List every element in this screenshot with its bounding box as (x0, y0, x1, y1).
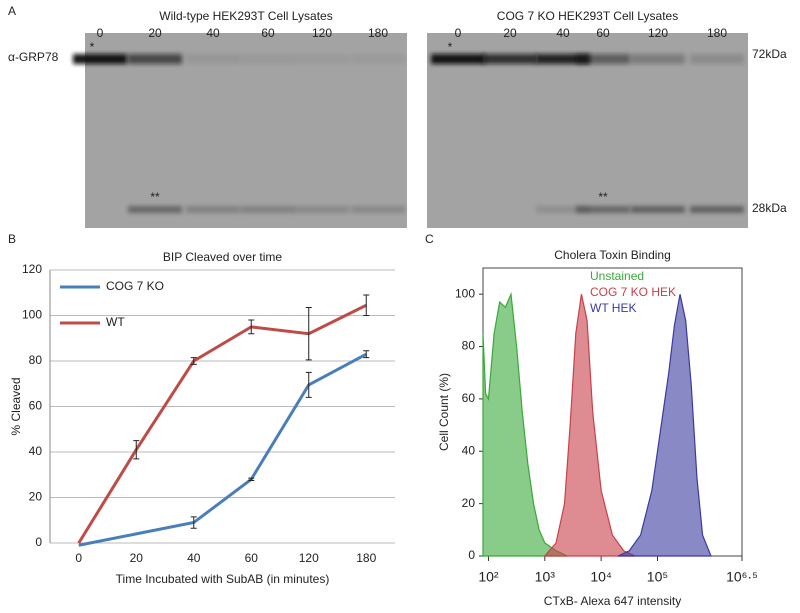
band (128, 206, 182, 213)
x-tick-label: 10² (478, 569, 499, 585)
lane-label: 180 (707, 26, 727, 40)
lane-label: 120 (648, 26, 668, 40)
band (631, 206, 685, 213)
lane-label: 60 (596, 26, 610, 40)
antibody-label: α-GRP78 (8, 50, 59, 64)
band (576, 206, 630, 213)
panel-label: B (8, 232, 16, 246)
x-tick-label: 60 (245, 551, 259, 565)
y-axis-label: Cell Count (%) (437, 373, 451, 451)
band (576, 54, 630, 64)
legend-label: COG 7 KO HEK (590, 285, 676, 299)
band (186, 54, 240, 64)
band (536, 54, 590, 64)
x-tick-label: 40 (187, 551, 201, 565)
y-tick-label: 100 (455, 286, 475, 300)
x-tick-label: 20 (130, 551, 144, 565)
legend-label: WT HEK (590, 301, 636, 315)
histogram-area (543, 294, 636, 557)
band-annotation: * (448, 40, 453, 54)
band (690, 206, 744, 213)
lane-label: 120 (312, 26, 332, 40)
y-tick-label: 60 (29, 399, 43, 413)
band-annotation: ** (598, 190, 608, 204)
blot-title: COG 7 KO HEK293T Cell Lysates (497, 9, 678, 23)
band (128, 54, 182, 64)
x-tick-label: 180 (356, 551, 376, 565)
band (431, 54, 485, 64)
y-tick-label: 20 (462, 496, 476, 510)
blot-image (85, 33, 407, 228)
y-tick-label: 60 (462, 391, 476, 405)
panel-label: C (425, 232, 434, 246)
band (295, 206, 349, 213)
y-tick-label: 80 (29, 353, 43, 367)
error-bar (133, 440, 140, 460)
y-tick-label: 40 (462, 443, 476, 457)
band (241, 54, 295, 64)
blot-title: Wild-type HEK293T Cell Lysates (159, 9, 332, 23)
lane-label: 40 (206, 26, 220, 40)
band (690, 54, 744, 64)
error-bar (363, 294, 370, 316)
chart-title: Cholera Toxin Binding (554, 248, 671, 262)
band (351, 206, 405, 213)
error-bar (305, 307, 312, 361)
legend-label: COG 7 KO (106, 279, 164, 293)
histogram-area (617, 294, 712, 557)
x-tick-label: 10⁵ (647, 569, 668, 585)
band (73, 54, 127, 64)
band (241, 206, 295, 213)
band (536, 206, 590, 213)
series-line (78, 352, 367, 547)
band-annotation: * (90, 40, 95, 54)
band (351, 54, 405, 64)
y-tick-label: 0 (468, 548, 475, 562)
legend-label: WT (106, 315, 125, 329)
band (483, 54, 537, 64)
error-bar (305, 371, 312, 398)
x-axis-label: CTxB- Alexa 647 intensity (544, 594, 681, 608)
y-tick-label: 40 (29, 444, 43, 458)
band (631, 54, 685, 64)
error-bar (248, 477, 255, 481)
blot-image (427, 33, 748, 228)
error-bar (363, 350, 370, 359)
lane-label: 0 (97, 26, 104, 40)
x-tick-label: 10³ (535, 569, 556, 585)
chart-title: BIP Cleaved over time (163, 250, 282, 264)
y-tick-label: 0 (35, 535, 42, 549)
lane-label: 0 (455, 26, 462, 40)
y-tick-label: 100 (22, 308, 42, 322)
band-annotation: ** (150, 190, 160, 204)
error-bar (190, 516, 197, 529)
y-tick-label: 80 (462, 339, 476, 353)
lane-label: 20 (503, 26, 517, 40)
panel-label: A (8, 4, 16, 18)
lane-label: 40 (556, 26, 570, 40)
y-tick-label: 120 (22, 262, 42, 276)
size-marker: 72kDa (752, 47, 787, 61)
y-axis-label: % Cleaved (9, 377, 23, 435)
x-tick-label: 10⁶·⁵ (726, 569, 758, 585)
lane-label: 20 (148, 26, 162, 40)
x-tick-label: 0 (75, 551, 82, 565)
x-tick-label: 120 (299, 551, 319, 565)
series-line (77, 303, 367, 544)
x-axis-label: Time Incubated with SubAB (in minutes) (116, 572, 330, 586)
band (295, 54, 349, 64)
lane-label: 60 (261, 26, 275, 40)
y-tick-label: 20 (29, 490, 43, 504)
lane-label: 180 (368, 26, 388, 40)
histogram-area (482, 291, 568, 557)
error-bar (248, 319, 255, 335)
x-tick-label: 10⁴ (590, 569, 612, 585)
band (186, 206, 240, 213)
error-bar (190, 357, 197, 365)
legend-label: Unstained (590, 269, 644, 283)
size-marker: 28kDa (752, 201, 787, 215)
